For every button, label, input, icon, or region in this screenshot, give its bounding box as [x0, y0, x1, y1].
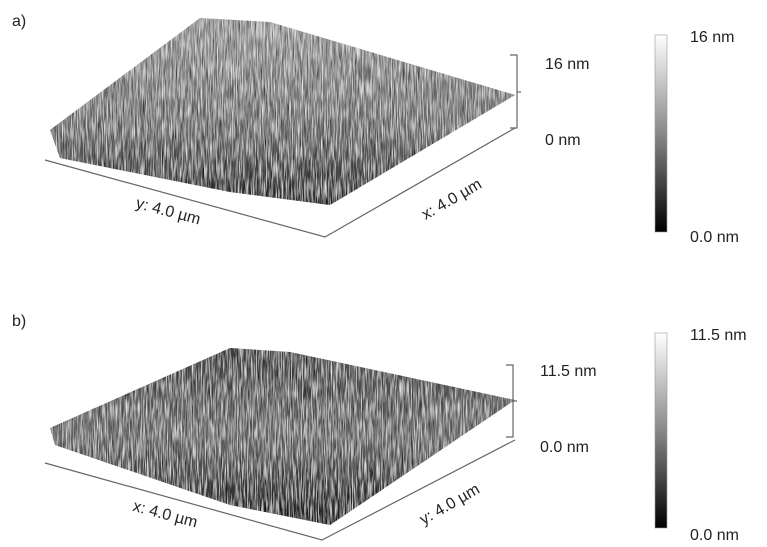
z-top-label: 16 nm — [545, 56, 589, 73]
color-scale — [654, 332, 668, 529]
scale-bottom-label: 0.0 nm — [690, 527, 739, 544]
panel-label: a) — [12, 13, 26, 30]
z-top-label: 11.5 nm — [540, 363, 597, 380]
scale-top-label: 11.5 nm — [690, 327, 747, 344]
base-frame — [44, 439, 516, 541]
color-scale — [654, 34, 668, 233]
base-frame — [44, 127, 516, 238]
scale-bottom-label: 0.0 nm — [690, 229, 739, 246]
surface — [50, 348, 515, 525]
surface — [50, 18, 515, 205]
z-axis — [510, 54, 518, 129]
z-bottom-label: 0.0 nm — [540, 439, 589, 456]
z-bottom-label: 0 nm — [545, 132, 581, 149]
panel-b: b) 11.5 nm 0.0 nm x: 4.0 µm y: 4.0 µm 11… — [12, 313, 747, 544]
axis-label: y: 4.0 µm — [417, 481, 483, 529]
panel-label: b) — [12, 313, 26, 330]
scale-top-label: 16 nm — [690, 29, 734, 46]
panel-a: a) 16 nm 0 nm y: 4.0 µm x: 4.0 µm 16 nm … — [12, 13, 739, 246]
axis-label: x: 4.0 µm — [419, 176, 485, 224]
